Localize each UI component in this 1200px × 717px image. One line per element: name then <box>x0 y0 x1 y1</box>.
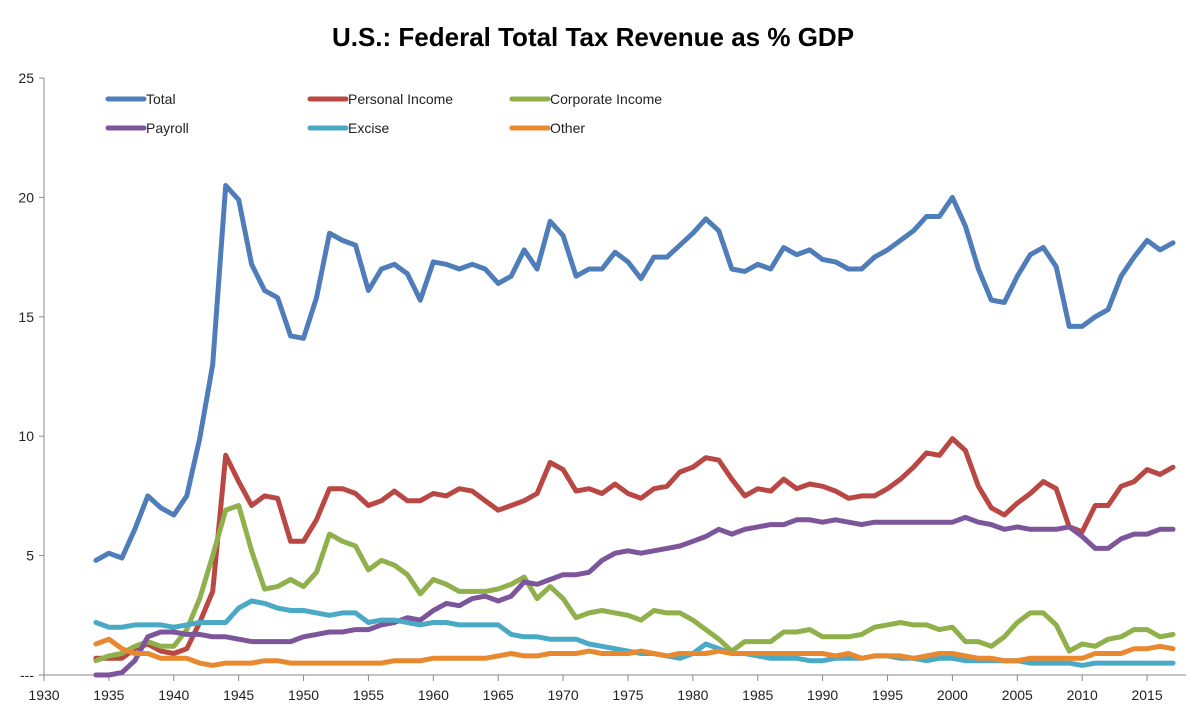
y-tick-label: 5 <box>26 548 34 564</box>
series-line-personal-income <box>93 436 1176 661</box>
x-tick-label: 1960 <box>418 687 449 703</box>
series-line-payroll <box>93 514 1176 678</box>
x-tick-label: 1955 <box>353 687 384 703</box>
y-tick-label: 15 <box>18 309 34 325</box>
x-tick-label: 1930 <box>28 687 59 703</box>
series-line-excise <box>93 598 1176 668</box>
x-tick-label: 1985 <box>742 687 773 703</box>
x-tick-label: 1935 <box>93 687 124 703</box>
legend-label-total: Total <box>146 91 176 107</box>
series-layer <box>93 183 1176 678</box>
x-tick-label: 2010 <box>1067 687 1098 703</box>
legend: Total Personal Income Corporate Income Payr… <box>105 91 662 136</box>
y-tick-label: 20 <box>18 189 34 205</box>
x-tick-label: 1990 <box>807 687 838 703</box>
series-line-total <box>93 183 1176 563</box>
series-line-corporate-income <box>93 503 1176 664</box>
x-tick-label: 1975 <box>612 687 643 703</box>
legend-label-payroll: Payroll <box>146 120 189 136</box>
x-tick-label: 1995 <box>872 687 903 703</box>
x-tick-label: 1940 <box>158 687 189 703</box>
x-tick-label: 1945 <box>223 687 254 703</box>
series-line-other <box>93 636 1176 668</box>
x-tick-label: 1965 <box>483 687 514 703</box>
legend-label-excise: Excise <box>348 120 389 136</box>
y-tick-label: 25 <box>18 70 34 86</box>
x-tick-label: 1970 <box>548 687 579 703</box>
legend-label-corporate-income: Corporate Income <box>550 91 662 107</box>
x-tick-label: 2000 <box>937 687 968 703</box>
chart-title: U.S.: Federal Total Tax Revenue as % GDP <box>332 22 854 52</box>
x-tick-label: 1950 <box>288 687 319 703</box>
y-tick-label: --- <box>20 667 34 683</box>
axes: --- 5 10 15 20 25 1930 1935 1940 1945 1950 1955 1960… <box>18 70 1186 703</box>
legend-label-other: Other <box>550 120 585 136</box>
y-tick-label: 10 <box>18 428 34 444</box>
x-tick-label: 2005 <box>1002 687 1033 703</box>
x-tick-label: 2015 <box>1131 687 1162 703</box>
legend-label-personal-income: Personal Income <box>348 91 453 107</box>
x-tick-label: 1980 <box>677 687 708 703</box>
